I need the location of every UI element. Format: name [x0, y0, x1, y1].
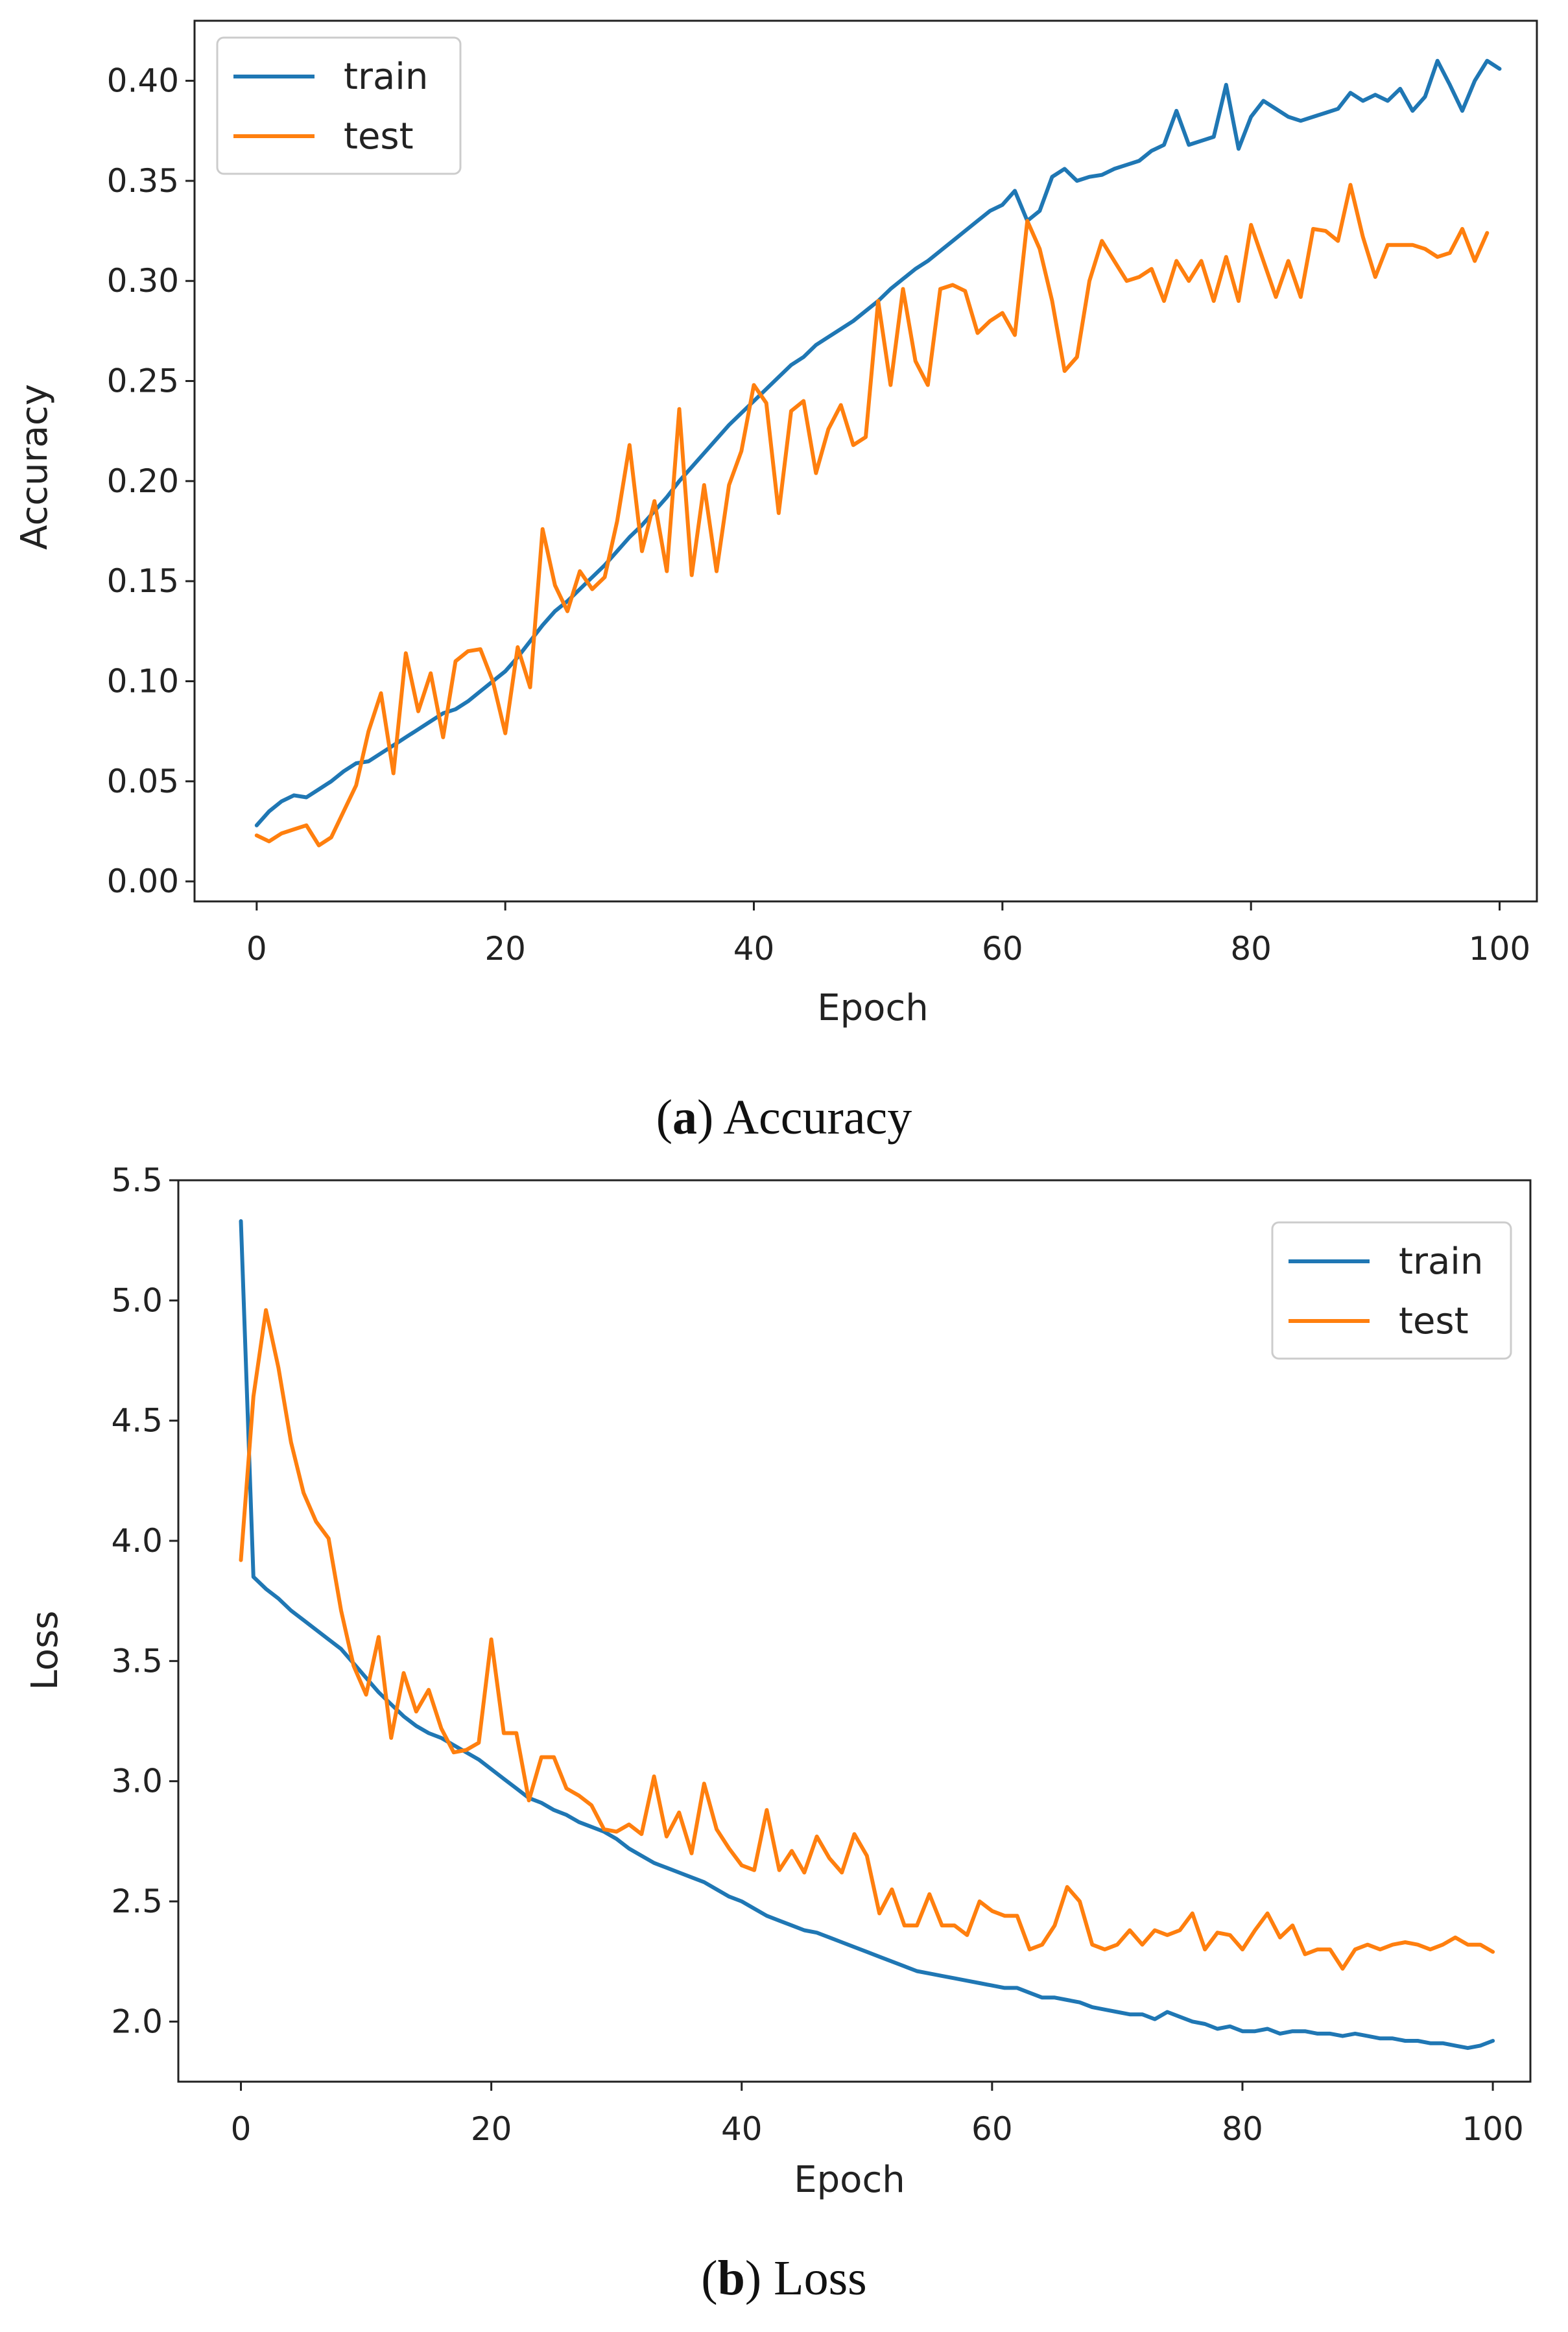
- y-axis-label: Loss: [24, 1611, 66, 1691]
- plot-frame: [193, 19, 1538, 903]
- caption-label: a: [672, 1090, 698, 1145]
- y-tick-label: 0.05: [107, 763, 179, 800]
- y-tick-label: 5.5: [111, 1161, 163, 1199]
- series-line-train: [254, 58, 1502, 827]
- x-tick-label: 20: [471, 2110, 512, 2148]
- caption-text: Loss: [774, 2251, 867, 2305]
- legend-box: [1271, 1221, 1512, 1360]
- y-tick-label: 5.0: [111, 1281, 163, 1319]
- legend-box: [216, 36, 462, 175]
- x-tick-label: 20: [484, 930, 526, 968]
- y-tick-label: 0.15: [107, 562, 179, 600]
- legend-label-train: train: [1399, 1241, 1483, 1283]
- x-axis-label: Epoch: [794, 2159, 905, 2201]
- series-line-test: [254, 183, 1490, 848]
- x-tick-label: 100: [1462, 2110, 1523, 2148]
- y-axis-label: Accuracy: [14, 384, 56, 550]
- legend-label-test: test: [344, 115, 414, 158]
- caption-a: (a) Accuracy: [656, 1090, 912, 1145]
- x-tick-label: 80: [1222, 2110, 1263, 2148]
- y-tick-label: 0.20: [107, 462, 179, 500]
- caption-b: (b) Loss: [701, 2251, 867, 2305]
- x-tick-label: 40: [733, 930, 775, 968]
- y-tick-label: 0.35: [107, 162, 179, 200]
- y-tick-label: 3.0: [111, 1763, 163, 1800]
- accuracy-chart: 0 20 40 60 80 100 0.00 0.05 0.10 0.15 0.20 0.25 0.30…: [14, 19, 1538, 1029]
- loss-chart: 0 20 40 60 80 100 2.0 2.5 3.0 3.5 4.0 4.5 5.0 5.5 tra…: [24, 1161, 1532, 2201]
- y-tick-label: 0.40: [107, 62, 179, 100]
- x-tick-label: 80: [1230, 930, 1272, 968]
- x-tick-label: 60: [971, 2110, 1013, 2148]
- y-tick-label: 0.30: [107, 262, 179, 300]
- series-line-test: [239, 1308, 1495, 1971]
- x-tick-label: 0: [231, 2110, 252, 2148]
- x-tick-label: 60: [982, 930, 1023, 968]
- legend-label-test: test: [1399, 1300, 1469, 1342]
- plot-frame: [177, 1179, 1532, 2083]
- y-tick-label: 0.10: [107, 663, 179, 700]
- y-tick-label: 0.25: [107, 363, 179, 400]
- legend-label-train: train: [344, 56, 428, 98]
- x-tick-label: 0: [246, 930, 267, 968]
- y-tick-label: 4.5: [111, 1402, 163, 1440]
- y-tick-label: 3.5: [111, 1642, 163, 1680]
- y-tick-label: 0.00: [107, 863, 179, 900]
- y-tick-label: 2.0: [111, 2003, 163, 2040]
- x-tick-label: 40: [721, 2110, 763, 2148]
- x-tick-label: 100: [1469, 930, 1530, 968]
- y-tick-label: 4.0: [111, 1522, 163, 1560]
- caption-text: Accuracy: [723, 1090, 912, 1145]
- x-axis-label: Epoch: [817, 987, 928, 1029]
- y-tick-label: 2.5: [111, 1883, 163, 1920]
- caption-label: b: [717, 2251, 745, 2305]
